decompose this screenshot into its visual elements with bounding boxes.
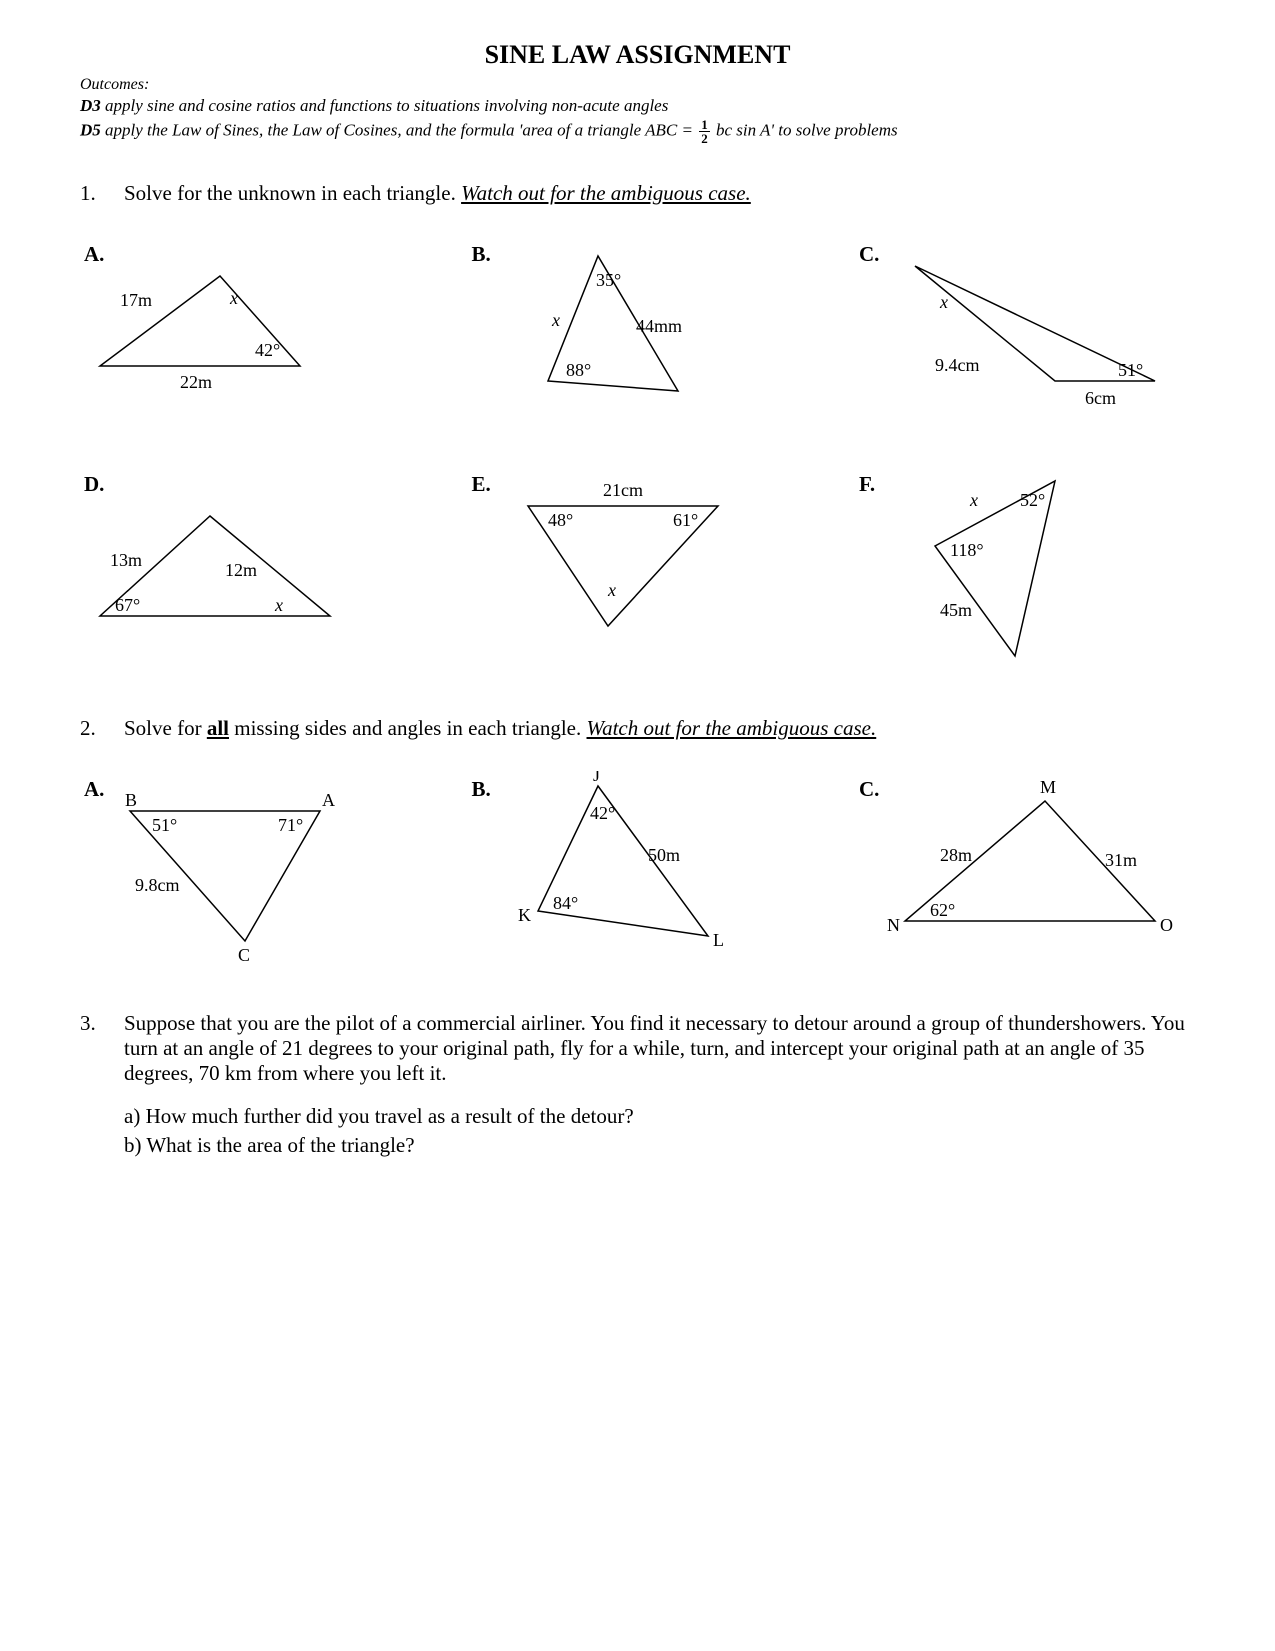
outcome-d5: D5 apply the Law of Sines, the Law of Co…: [80, 118, 1195, 145]
vertex-label: A: [322, 790, 335, 810]
side-label: 45m: [940, 600, 972, 620]
x-label: x: [551, 310, 560, 330]
x-label: x: [607, 580, 616, 600]
base-label: 22m: [180, 372, 212, 392]
q3-part-a: a) How much further did you travel as a …: [124, 1104, 1195, 1129]
outcome-text: apply sine and cosine ratios and functio…: [105, 96, 668, 115]
fraction-numerator: 1: [699, 118, 710, 132]
angle-label: 118°: [950, 540, 984, 560]
question-2: 2. Solve for all missing sides and angle…: [80, 716, 1195, 741]
outcome-text-after: bc sin A' to solve problems: [716, 120, 898, 139]
base-label: 6cm: [1085, 388, 1116, 408]
triangle-svg: 13m 12m 67° x: [80, 466, 420, 666]
q3-part-b: b) What is the area of the triangle?: [124, 1133, 1195, 1158]
triangle-svg: M N O 28m 31m 62°: [855, 771, 1195, 971]
triangle-row-1: A. 17m x 42° 22m B. 35° x 44mm 88° C. x …: [80, 236, 1195, 436]
question-1: 1. Solve for the unknown in each triangl…: [80, 181, 1195, 206]
q2-text-a: Solve for: [124, 716, 207, 740]
x-label: x: [229, 288, 238, 308]
side-label: 12m: [225, 560, 257, 580]
angle-label: 67°: [115, 595, 140, 615]
x-label: x: [274, 595, 283, 615]
vertex-label: C: [238, 945, 250, 965]
side-label: 17m: [120, 290, 152, 310]
fraction: 1 2: [699, 118, 710, 145]
vertex-label: J: [593, 771, 600, 785]
vertex-label: M: [1040, 777, 1056, 797]
triangle-1f: F. x 52° 118° 45m: [855, 466, 1195, 666]
triangle-svg: 35° x 44mm 88°: [468, 236, 808, 436]
outcomes-label: Outcomes:: [80, 76, 1195, 94]
triangle-1b: B. 35° x 44mm 88°: [468, 236, 808, 436]
side-label: 50m: [648, 845, 680, 865]
vertex-label: B: [125, 790, 137, 810]
triangle-svg: 21cm 48° 61° x: [468, 466, 808, 666]
triangle-1d: D. 13m 12m 67° x: [80, 466, 420, 666]
side-label: 31m: [1105, 850, 1137, 870]
angle-label: 51°: [152, 815, 177, 835]
vertex-label: K: [518, 905, 531, 925]
question-text: Solve for all missing sides and angles i…: [124, 716, 1195, 741]
question-number: 1.: [80, 181, 124, 206]
question-number: 2.: [80, 716, 124, 741]
triangle-2a: A. B A C 51° 71° 9.8cm: [80, 771, 420, 971]
angle-label: 62°: [930, 900, 955, 920]
outcome-tag: D3: [80, 96, 101, 115]
side-label: 13m: [110, 550, 142, 570]
fraction-denominator: 2: [699, 132, 710, 145]
triangle-2b: B. J K L 42° 84° 50m: [468, 771, 808, 971]
triangle-1c: C. x 9.4cm 51° 6cm: [855, 236, 1195, 436]
angle-label: 35°: [596, 270, 621, 290]
question-text: Solve for the unknown in each triangle. …: [124, 181, 1195, 206]
angle-label: 51°: [1118, 360, 1143, 380]
triangle-1a: A. 17m x 42° 22m: [80, 236, 420, 436]
vertex-label: O: [1160, 915, 1173, 935]
side-label: 44mm: [636, 316, 682, 336]
triangle-svg: 17m x 42° 22m: [80, 236, 420, 436]
outcome-d3: D3 apply sine and cosine ratios and func…: [80, 96, 1195, 116]
q2-all: all: [207, 716, 229, 740]
outcome-text-before: apply the Law of Sines, the Law of Cosin…: [105, 120, 697, 139]
triangle-row-2: D. 13m 12m 67° x E. 21cm 48° 61° x F. x …: [80, 466, 1195, 666]
angle-label: 61°: [673, 510, 698, 530]
angle-label: 84°: [553, 893, 578, 913]
vertex-label: L: [713, 930, 724, 950]
question-number: 3.: [80, 1011, 124, 1086]
outcome-tag: D5: [80, 120, 101, 139]
page-title: SINE LAW ASSIGNMENT: [80, 40, 1195, 70]
triangle-svg: J K L 42° 84° 50m: [468, 771, 808, 971]
q2-text-b: missing sides and angles in each triangl…: [229, 716, 587, 740]
triangle-svg: x 52° 118° 45m: [855, 466, 1195, 666]
q1-text-a: Solve for the unknown in each triangle.: [124, 181, 461, 205]
side-label: 9.8cm: [135, 875, 180, 895]
q1-text-b: Watch out for the ambiguous case.: [461, 181, 751, 205]
triangle-row-3: A. B A C 51° 71° 9.8cm B. J K L 42° 84° …: [80, 771, 1195, 971]
x-label: x: [969, 490, 978, 510]
x-label: x: [939, 292, 948, 312]
side-label: 21cm: [603, 480, 643, 500]
question-text: Suppose that you are the pilot of a comm…: [124, 1011, 1195, 1086]
angle-label: 42°: [255, 340, 280, 360]
vertex-label: N: [887, 915, 900, 935]
angle-label: 71°: [278, 815, 303, 835]
triangle-svg: x 9.4cm 51° 6cm: [855, 236, 1195, 436]
q2-text-c: Watch out for the ambiguous case.: [587, 716, 877, 740]
angle-label: 52°: [1020, 490, 1045, 510]
angle-label: 42°: [590, 803, 615, 823]
angle-label: 48°: [548, 510, 573, 530]
triangle-1e: E. 21cm 48° 61° x: [468, 466, 808, 666]
triangle-2c: C. M N O 28m 31m 62°: [855, 771, 1195, 971]
question-3-sublist: a) How much further did you travel as a …: [124, 1104, 1195, 1158]
angle-label: 88°: [566, 360, 591, 380]
question-3: 3. Suppose that you are the pilot of a c…: [80, 1011, 1195, 1086]
triangle-svg: B A C 51° 71° 9.8cm: [80, 771, 420, 971]
side-label: 9.4cm: [935, 355, 980, 375]
side-label: 28m: [940, 845, 972, 865]
